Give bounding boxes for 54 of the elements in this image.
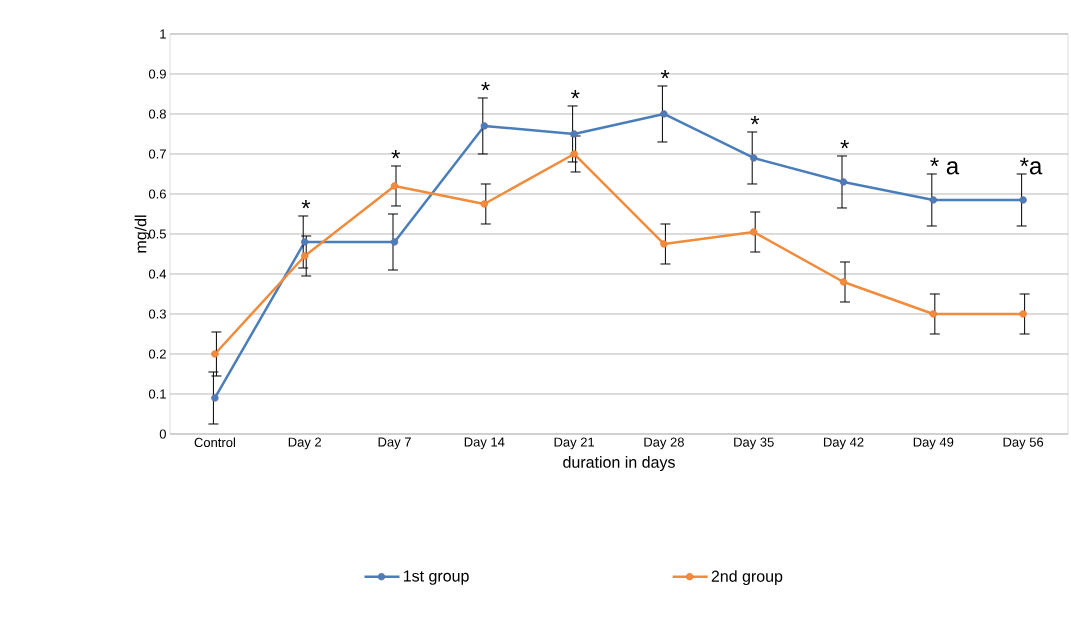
x-tick-label: Control (194, 437, 235, 448)
y-tick-label: 1 (160, 29, 166, 39)
y-tick-label: 0.2 (148, 349, 166, 359)
annotation: * (301, 199, 311, 209)
y-tick-label: 0.5 (148, 229, 166, 239)
annotation: * (750, 115, 760, 125)
point (480, 122, 488, 130)
point (301, 238, 309, 246)
x-tick-label: Day 56 (1003, 437, 1044, 450)
y-tick-label: 0.8 (148, 109, 166, 119)
y-axis-title: mg/dl (134, 215, 150, 253)
y-tick-label: 0.4 (148, 269, 167, 279)
x-tick-label: Day 49 (913, 437, 954, 450)
x-tick-label: Day 35 (734, 437, 774, 450)
x-tick-label: Day 21 (554, 437, 595, 450)
x-tick-label: Day 2 (288, 437, 322, 450)
point (211, 394, 219, 402)
point (211, 350, 219, 358)
annotation: * (840, 139, 849, 149)
point (929, 310, 937, 318)
x-axis-title: duration in days (563, 456, 675, 472)
point (660, 110, 668, 118)
point (750, 228, 758, 236)
annotation: * (391, 149, 400, 159)
y-tick-label: 0.9 (148, 69, 166, 79)
y-tick-label: 0.6 (148, 189, 166, 199)
point (839, 178, 848, 186)
point (839, 278, 848, 286)
point (1019, 196, 1027, 204)
x-tick-label: Day 42 (823, 437, 864, 450)
y-tick-label: 0.1 (148, 389, 166, 399)
point (929, 196, 937, 204)
annotation: * (481, 81, 490, 91)
x-tick-label: Day 28 (644, 437, 684, 450)
point (750, 154, 758, 162)
x-tick-label: Day 7 (378, 437, 411, 450)
point (390, 182, 399, 190)
annotation: * (571, 89, 580, 99)
point (570, 130, 578, 138)
legend-label: 1st group (403, 570, 469, 585)
y-tick-label: 0.7 (148, 149, 166, 159)
legend-label: 2nd group (711, 570, 783, 586)
point (390, 238, 399, 246)
point (1019, 310, 1027, 318)
annotation: * (660, 69, 670, 79)
x-tick-label: Day 14 (464, 437, 505, 450)
y-tick-label: 0 (159, 429, 166, 439)
y-tick-label: 0.3 (148, 309, 166, 319)
annotation: * a (930, 157, 960, 175)
annotation: *a (1020, 157, 1043, 175)
point (570, 150, 578, 158)
point (480, 200, 488, 208)
point (660, 240, 668, 248)
point (301, 252, 309, 260)
